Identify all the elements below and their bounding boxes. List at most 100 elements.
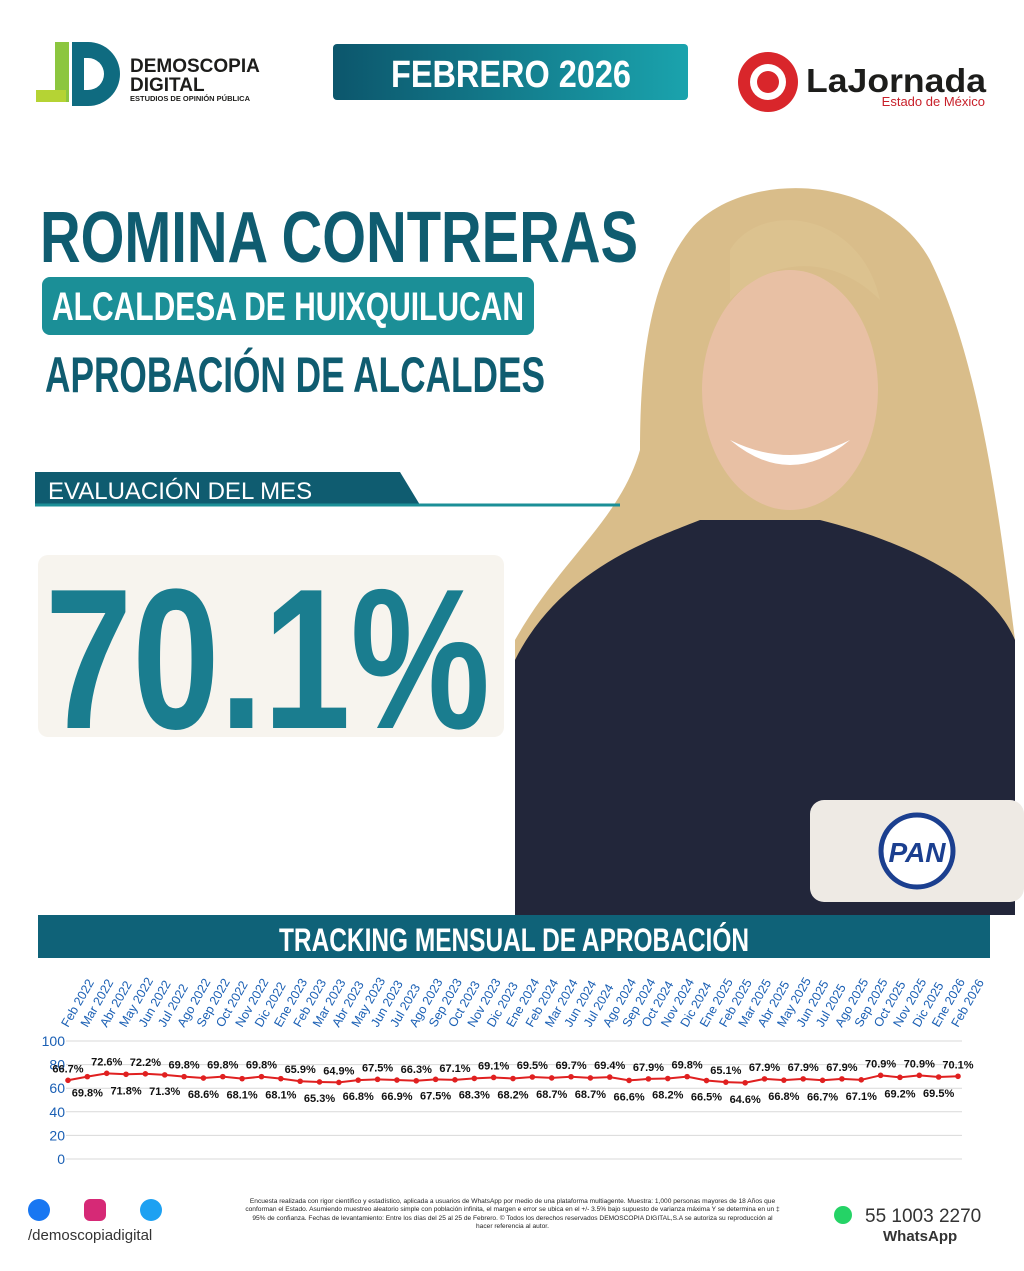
point [684, 1073, 690, 1080]
point [490, 1074, 497, 1081]
point [606, 1074, 613, 1080]
footnote: Encuesta realizada con rigor científico … [245, 1198, 780, 1231]
value-label: 67.1% [846, 1091, 877, 1103]
point [548, 1075, 555, 1081]
value-label: 71.3% [149, 1086, 180, 1098]
point [935, 1074, 942, 1080]
point [297, 1078, 303, 1085]
point [568, 1073, 574, 1080]
value-label: 69.8% [246, 1060, 277, 1072]
point [800, 1076, 807, 1082]
value-label: 69.2% [884, 1088, 915, 1100]
value-label: 69.8% [168, 1060, 199, 1072]
value-label: 66.6% [613, 1091, 644, 1103]
point [877, 1072, 884, 1079]
point [781, 1077, 787, 1083]
value-label: 67.5% [420, 1090, 451, 1102]
point [432, 1076, 439, 1083]
point [723, 1079, 729, 1085]
value-label: 71.8% [110, 1085, 141, 1097]
point [839, 1076, 845, 1082]
value-label: 66.9% [381, 1091, 412, 1103]
point [761, 1076, 768, 1082]
value-label: 67.1% [439, 1063, 470, 1075]
value-label: 65.9% [285, 1064, 316, 1076]
phone-label: WhatsApp [883, 1228, 957, 1245]
point [916, 1072, 923, 1079]
chart-header [38, 915, 990, 958]
value-label: 69.8% [207, 1060, 238, 1072]
value-label: 69.8% [72, 1088, 103, 1100]
point [258, 1073, 265, 1080]
value-label: 68.7% [575, 1089, 606, 1101]
point [181, 1073, 187, 1080]
value-label: 67.9% [633, 1062, 664, 1074]
point [819, 1077, 826, 1084]
point [123, 1071, 129, 1078]
value-label: 72.2% [130, 1057, 161, 1069]
value-label: 66.7% [52, 1063, 83, 1075]
brand-logo [36, 42, 120, 106]
evaluation: 70.1% [45, 548, 490, 771]
value-label: 68.7% [536, 1089, 567, 1101]
value-label: 66.8% [343, 1091, 374, 1103]
point [897, 1074, 903, 1081]
value-label: 69.5% [923, 1088, 954, 1100]
value-label: 67.9% [826, 1062, 857, 1074]
y-tick-label: 60 [49, 1080, 65, 1096]
value-label: 68.1% [265, 1090, 296, 1102]
point [703, 1077, 710, 1084]
value-label: 65.1% [710, 1065, 741, 1077]
value-label: 68.2% [652, 1090, 683, 1102]
value-label: 70.9% [904, 1058, 935, 1070]
brand: DEMOSCOPIA [130, 56, 260, 77]
whatsapp-icon [834, 1206, 852, 1224]
brand-line2: DIGITAL [130, 75, 205, 96]
value-label: 69.8% [672, 1060, 703, 1072]
brand-tagline: ESTUDIOS DE OPINIÓN PÚBLICA [130, 94, 251, 103]
point [587, 1075, 594, 1081]
phone: 55 1003 2270 [865, 1206, 981, 1227]
value-label: 65.3% [304, 1093, 335, 1105]
value-label: 68.3% [459, 1089, 490, 1101]
point [394, 1077, 400, 1083]
point [529, 1074, 536, 1080]
point [316, 1079, 323, 1085]
point [742, 1079, 748, 1086]
point [374, 1076, 381, 1083]
point [664, 1075, 671, 1082]
point [471, 1075, 478, 1082]
value-label: 68.1% [227, 1090, 258, 1102]
value-label: 66.7% [807, 1091, 838, 1103]
point [413, 1077, 420, 1084]
point [336, 1079, 342, 1086]
value-label: 67.9% [788, 1062, 819, 1074]
y-tick-label: 20 [49, 1127, 65, 1143]
twitter-icon[interactable] [140, 1199, 162, 1221]
point [955, 1073, 961, 1080]
point [858, 1077, 865, 1083]
evaluation-bar [35, 472, 420, 505]
chart-title: TRACKING MENSUAL DE APROBACIÓN [279, 922, 749, 958]
point [161, 1072, 168, 1078]
name: ROMINA CONTRERAS [40, 198, 638, 278]
partner-logo [738, 52, 798, 112]
period-box [333, 44, 688, 100]
y-tick-label: 40 [49, 1104, 65, 1120]
point [626, 1077, 632, 1084]
value-label: 70.9% [865, 1058, 896, 1070]
instagram-icon[interactable] [84, 1199, 106, 1221]
value-label: 68.6% [188, 1089, 219, 1101]
facebook-icon[interactable] [28, 1199, 50, 1221]
party: PAN [888, 837, 946, 868]
point [219, 1073, 226, 1080]
role-box [42, 277, 534, 335]
point [278, 1075, 284, 1082]
value-label: 66.3% [401, 1064, 432, 1076]
value-label: 69.5% [517, 1060, 548, 1072]
value-label: 64.6% [730, 1094, 761, 1106]
point [103, 1070, 110, 1077]
evaluation-label: EVALUACIÓN DEL MES [48, 478, 312, 505]
